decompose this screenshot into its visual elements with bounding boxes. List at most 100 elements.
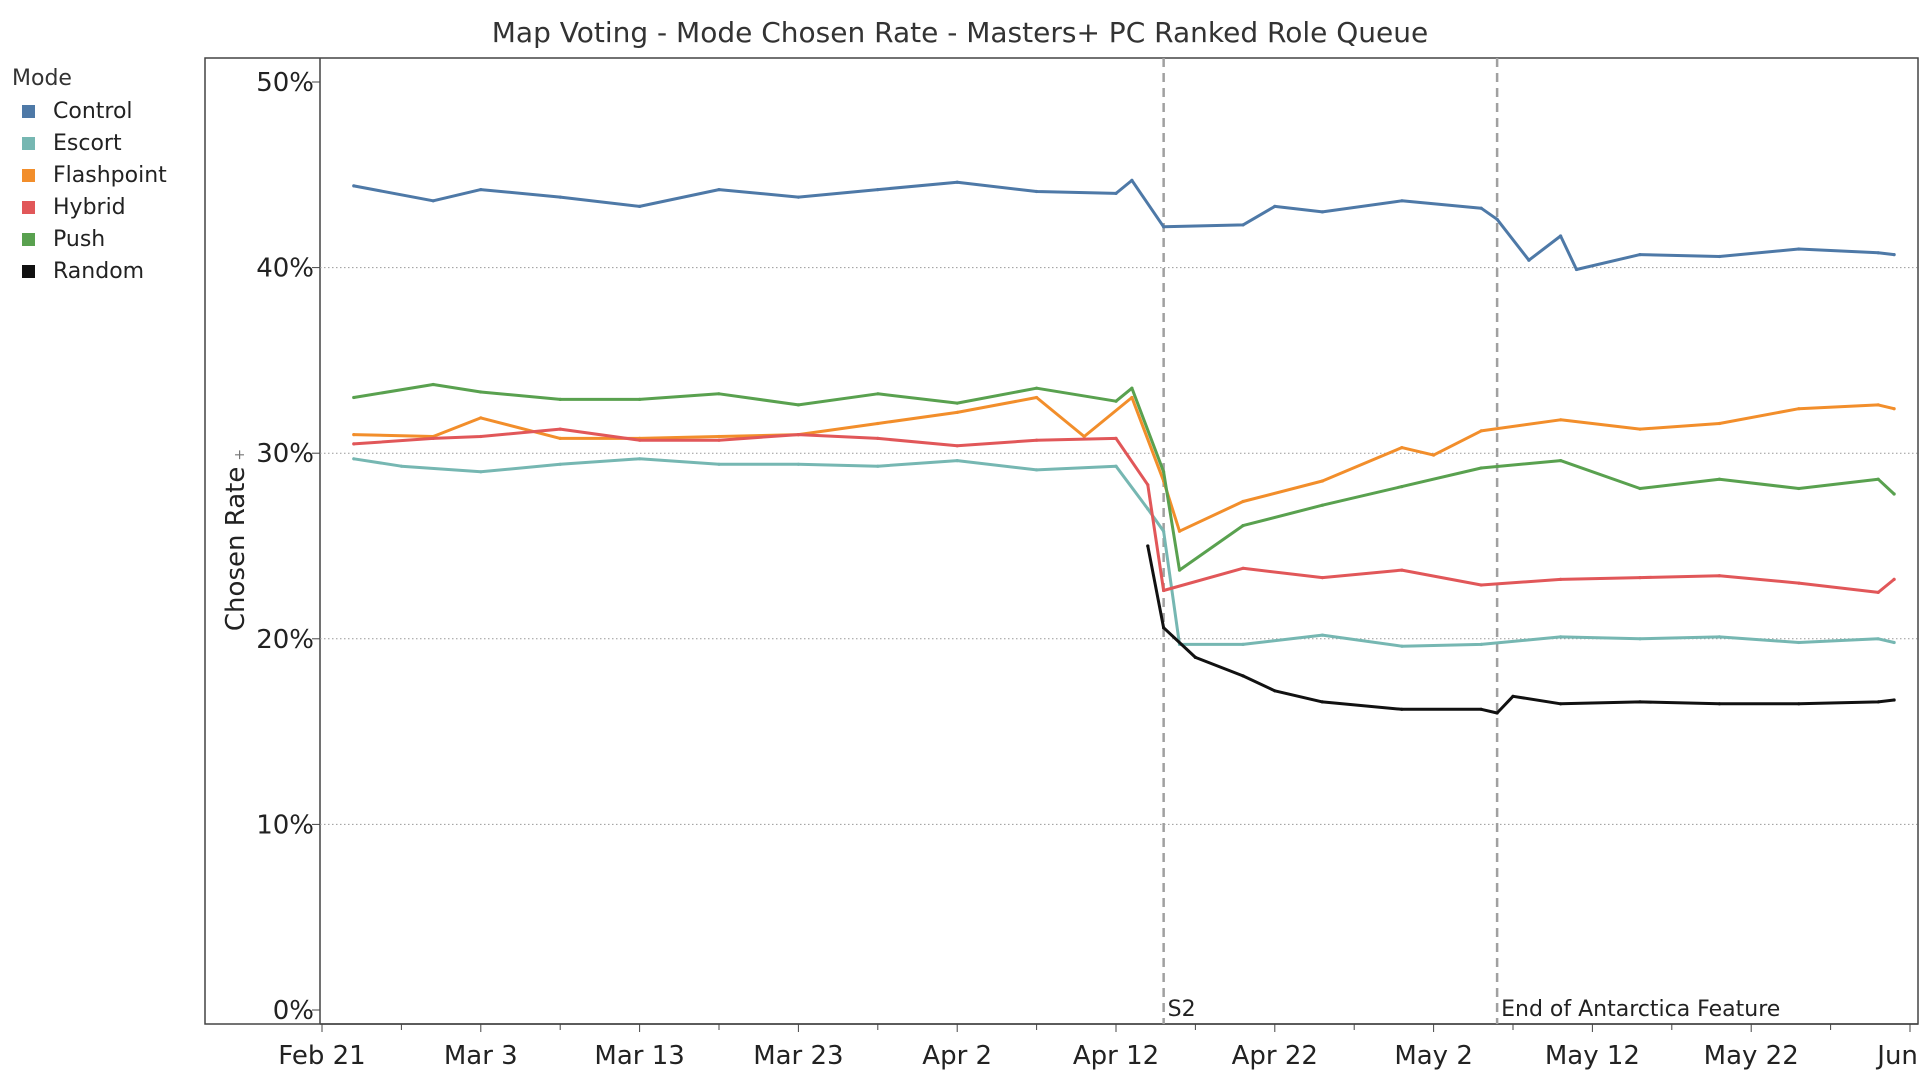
data-point-random — [1495, 711, 1499, 715]
x-tick-label: Apr 22 — [1232, 1041, 1318, 1071]
data-point-control — [955, 180, 959, 184]
data-point-push — [1177, 568, 1182, 572]
data-point-control — [1797, 247, 1801, 251]
legend-item-control[interactable]: Control — [12, 95, 167, 127]
data-point-random — [1876, 700, 1880, 704]
data-point-push — [955, 401, 959, 405]
data-point-random — [1797, 702, 1801, 706]
legend-label: Hybrid — [53, 194, 126, 220]
data-point-random — [1511, 694, 1515, 698]
data-point-hybrid — [796, 433, 801, 437]
data-point-control — [431, 199, 435, 203]
data-point-hybrid — [638, 438, 642, 442]
data-point-push — [1400, 485, 1404, 489]
data-point-control — [1320, 210, 1324, 214]
legend-item-push[interactable]: Push — [12, 223, 167, 255]
data-point-random — [1146, 544, 1150, 548]
x-tick-label: Jun 1 — [1875, 1041, 1920, 1071]
x-tick-label: Mar 13 — [594, 1041, 684, 1071]
data-point-hybrid — [1162, 588, 1166, 593]
data-point-push — [796, 403, 801, 407]
x-tick-label: Mar 23 — [753, 1041, 843, 1071]
data-point-control — [1273, 204, 1277, 208]
data-point-flashpoint — [1479, 429, 1483, 433]
x-tick-label: May 12 — [1545, 1041, 1640, 1071]
data-point-flashpoint — [352, 433, 356, 437]
legend-item-flashpoint[interactable]: Flashpoint — [12, 159, 167, 191]
data-point-hybrid — [1559, 577, 1563, 582]
data-point-escort — [399, 464, 403, 468]
data-point-hybrid — [352, 442, 356, 446]
data-point-hybrid — [1479, 583, 1483, 587]
legend-swatch — [22, 168, 35, 182]
data-point-random — [1162, 626, 1166, 630]
legend-label: Push — [53, 226, 106, 252]
data-point-push — [1892, 492, 1896, 496]
data-point-escort — [638, 457, 642, 461]
data-point-hybrid — [1035, 438, 1039, 442]
data-point-escort — [1400, 644, 1404, 648]
data-point-push — [1241, 524, 1245, 528]
reference-line-label: End of Antarctica Feature — [1501, 997, 1780, 1022]
legend-item-hybrid[interactable]: Hybrid — [12, 191, 167, 223]
data-point-flashpoint — [1400, 446, 1404, 450]
legend-swatch — [22, 264, 35, 278]
data-point-random — [1400, 707, 1404, 711]
data-point-escort — [955, 459, 959, 463]
data-point-hybrid — [479, 434, 483, 439]
data-point-random — [1273, 689, 1277, 693]
data-point-flashpoint — [955, 410, 959, 414]
series-line-escort — [352, 457, 1896, 648]
data-point-control — [1892, 253, 1896, 257]
data-point-escort — [1559, 635, 1563, 639]
data-point-push — [1162, 470, 1166, 474]
legend-swatch — [22, 104, 35, 118]
series-line-flashpoint — [352, 396, 1896, 533]
legend-item-escort[interactable]: Escort — [12, 127, 167, 159]
legend: Mode Control Escort Flashpoint Hybrid Push Ra… — [12, 66, 167, 287]
x-tick-label: Feb 21 — [278, 1041, 365, 1071]
x-tick-label: Mar 3 — [444, 1041, 518, 1071]
data-point-flashpoint — [1892, 407, 1896, 411]
data-point-hybrid — [1717, 574, 1721, 578]
data-point-flashpoint — [876, 421, 880, 426]
data-point-flashpoint — [1717, 421, 1721, 426]
data-point-control — [1400, 199, 1404, 203]
data-point-hybrid — [558, 427, 562, 431]
series-line-random — [1146, 544, 1896, 715]
data-point-random — [1638, 700, 1642, 704]
legend-swatch — [22, 232, 35, 246]
data-point-push — [1130, 386, 1134, 390]
data-point-control — [1638, 253, 1642, 257]
legend-swatch — [22, 200, 35, 214]
x-tick-label: May 22 — [1704, 1041, 1799, 1071]
data-point-control — [1479, 206, 1483, 210]
data-point-hybrid — [1876, 590, 1880, 595]
legend-label: Random — [53, 258, 145, 284]
data-point-push — [352, 395, 356, 400]
data-point-flashpoint — [1035, 395, 1039, 400]
data-point-flashpoint — [1559, 418, 1563, 422]
data-point-flashpoint — [717, 434, 721, 439]
data-point-flashpoint — [1638, 427, 1642, 431]
y-tick-label: 20% — [256, 625, 314, 655]
data-point-control — [352, 184, 356, 188]
data-point-control — [717, 188, 721, 192]
data-point-control — [1495, 217, 1499, 221]
data-point-control — [876, 188, 880, 192]
data-point-push — [876, 392, 880, 396]
data-point-random — [1892, 698, 1896, 702]
data-point-hybrid — [1320, 576, 1324, 580]
data-point-escort — [352, 457, 356, 461]
data-point-escort — [1146, 507, 1150, 511]
data-point-escort — [1797, 640, 1801, 645]
data-point-flashpoint — [1130, 395, 1134, 400]
y-tick-label: 0% — [273, 996, 314, 1026]
data-point-flashpoint — [1082, 434, 1086, 439]
data-point-control — [1035, 189, 1039, 194]
chart-title: Map Voting - Mode Chosen Rate - Masters+… — [491, 16, 1429, 49]
data-point-push — [1479, 466, 1483, 470]
legend-item-random[interactable]: Random — [12, 255, 167, 287]
data-point-push — [431, 382, 435, 387]
